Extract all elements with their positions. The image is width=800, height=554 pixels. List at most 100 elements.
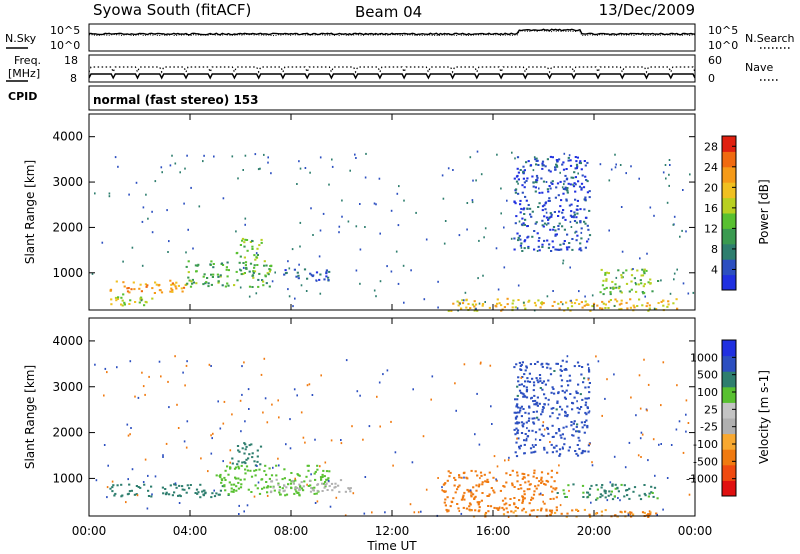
velocity-cell xyxy=(481,481,484,484)
velocity-cell xyxy=(556,362,559,365)
velocity-cell xyxy=(553,370,556,372)
velocity-cell xyxy=(177,427,180,429)
velocity-cell xyxy=(521,501,524,504)
velocity-cell xyxy=(581,484,585,487)
velocity-cell xyxy=(518,447,521,450)
power-cell xyxy=(557,215,560,217)
velocity-cell xyxy=(253,495,256,498)
velocity-cell xyxy=(503,503,506,506)
velocity-cell xyxy=(517,380,520,383)
power-cell xyxy=(575,167,578,170)
velocity-cell xyxy=(551,412,554,415)
velocity-cell xyxy=(588,513,591,516)
velocity-cell xyxy=(268,467,271,470)
power-cell xyxy=(256,247,259,250)
velocity-cell xyxy=(609,481,612,484)
velocity-cell xyxy=(229,449,232,452)
velocity-cell xyxy=(580,406,583,408)
power-cell xyxy=(582,186,586,189)
power-cell xyxy=(541,246,544,248)
power-cell xyxy=(522,177,525,180)
velocity-cell xyxy=(601,494,604,497)
velocity-cell xyxy=(213,495,217,498)
velocity-colorbar-tick-label: 500 xyxy=(697,369,718,382)
velocity-cell xyxy=(513,486,516,488)
power-cell xyxy=(576,205,579,207)
power-cell xyxy=(639,257,641,260)
velocity-cell xyxy=(535,402,538,405)
velocity-cell xyxy=(453,476,456,479)
velocity-cell xyxy=(555,444,558,447)
power-cell xyxy=(243,245,246,248)
power-cell xyxy=(309,272,312,275)
velocity-cell xyxy=(227,493,230,496)
velocity-cell xyxy=(576,361,580,364)
power-cell xyxy=(584,246,587,249)
power-cell xyxy=(373,202,376,205)
velocity-cell xyxy=(590,501,592,504)
velocity-cell xyxy=(248,408,250,410)
power-cell xyxy=(243,272,246,274)
power-cell xyxy=(584,295,586,298)
power-cell xyxy=(243,241,246,244)
power-cell xyxy=(476,309,479,312)
power-cell xyxy=(549,155,552,158)
velocity-cell xyxy=(144,458,147,461)
velocity-cell xyxy=(586,397,589,400)
power-cell xyxy=(284,269,287,272)
velocity-cell xyxy=(349,490,352,493)
velocity-cell xyxy=(566,355,569,358)
power-cell xyxy=(541,243,544,246)
nave-tick-bottom: 0 xyxy=(708,72,715,85)
power-cell xyxy=(534,190,537,193)
power-cell xyxy=(515,188,518,191)
power-cell xyxy=(498,302,501,305)
power-cell xyxy=(161,171,163,174)
power-cell xyxy=(576,156,579,159)
velocity-cell xyxy=(643,492,646,495)
velocity-cell xyxy=(236,463,239,466)
power-cell xyxy=(642,270,646,273)
velocity-colorbar-frame xyxy=(721,339,737,497)
power-cell xyxy=(620,274,623,277)
velocity-cell xyxy=(656,497,659,500)
power-cell xyxy=(169,164,172,167)
velocity-cell xyxy=(595,484,598,487)
velocity-cell xyxy=(527,474,530,477)
power-cell xyxy=(529,164,533,167)
velocity-cell xyxy=(533,403,536,406)
power-cell xyxy=(206,277,209,279)
velocity-cell xyxy=(293,492,296,495)
power-cell xyxy=(662,299,665,302)
power-cell xyxy=(517,192,520,195)
velocity-cell xyxy=(463,363,466,366)
power-cell xyxy=(506,297,509,300)
power-cell xyxy=(603,288,606,291)
velocity-cell xyxy=(601,484,604,486)
power-cell xyxy=(629,306,632,309)
velocity-cell xyxy=(541,408,544,411)
power-cell xyxy=(586,303,589,306)
power-cell xyxy=(648,304,651,307)
velocity-cell xyxy=(453,484,456,487)
velocity-cell xyxy=(505,481,508,484)
velocity-cell xyxy=(582,381,585,384)
velocity-cell xyxy=(527,412,530,415)
power-cell xyxy=(292,305,294,308)
power-cell xyxy=(602,302,605,305)
power-cell xyxy=(545,181,548,183)
power-cell xyxy=(195,282,198,285)
power-cell xyxy=(514,157,516,160)
velocity-cell xyxy=(302,489,305,492)
velocity-cell xyxy=(568,374,571,377)
velocity-cell xyxy=(574,450,577,452)
velocity-cell xyxy=(480,474,483,477)
velocity-cell xyxy=(517,437,520,440)
power-cell xyxy=(187,271,190,274)
freq-panel xyxy=(88,54,696,83)
velocity-cell xyxy=(221,485,224,488)
power-cell xyxy=(609,299,612,301)
velocity-cell xyxy=(477,502,480,505)
velocity-cell xyxy=(578,447,581,450)
velocity-cell xyxy=(339,479,343,482)
